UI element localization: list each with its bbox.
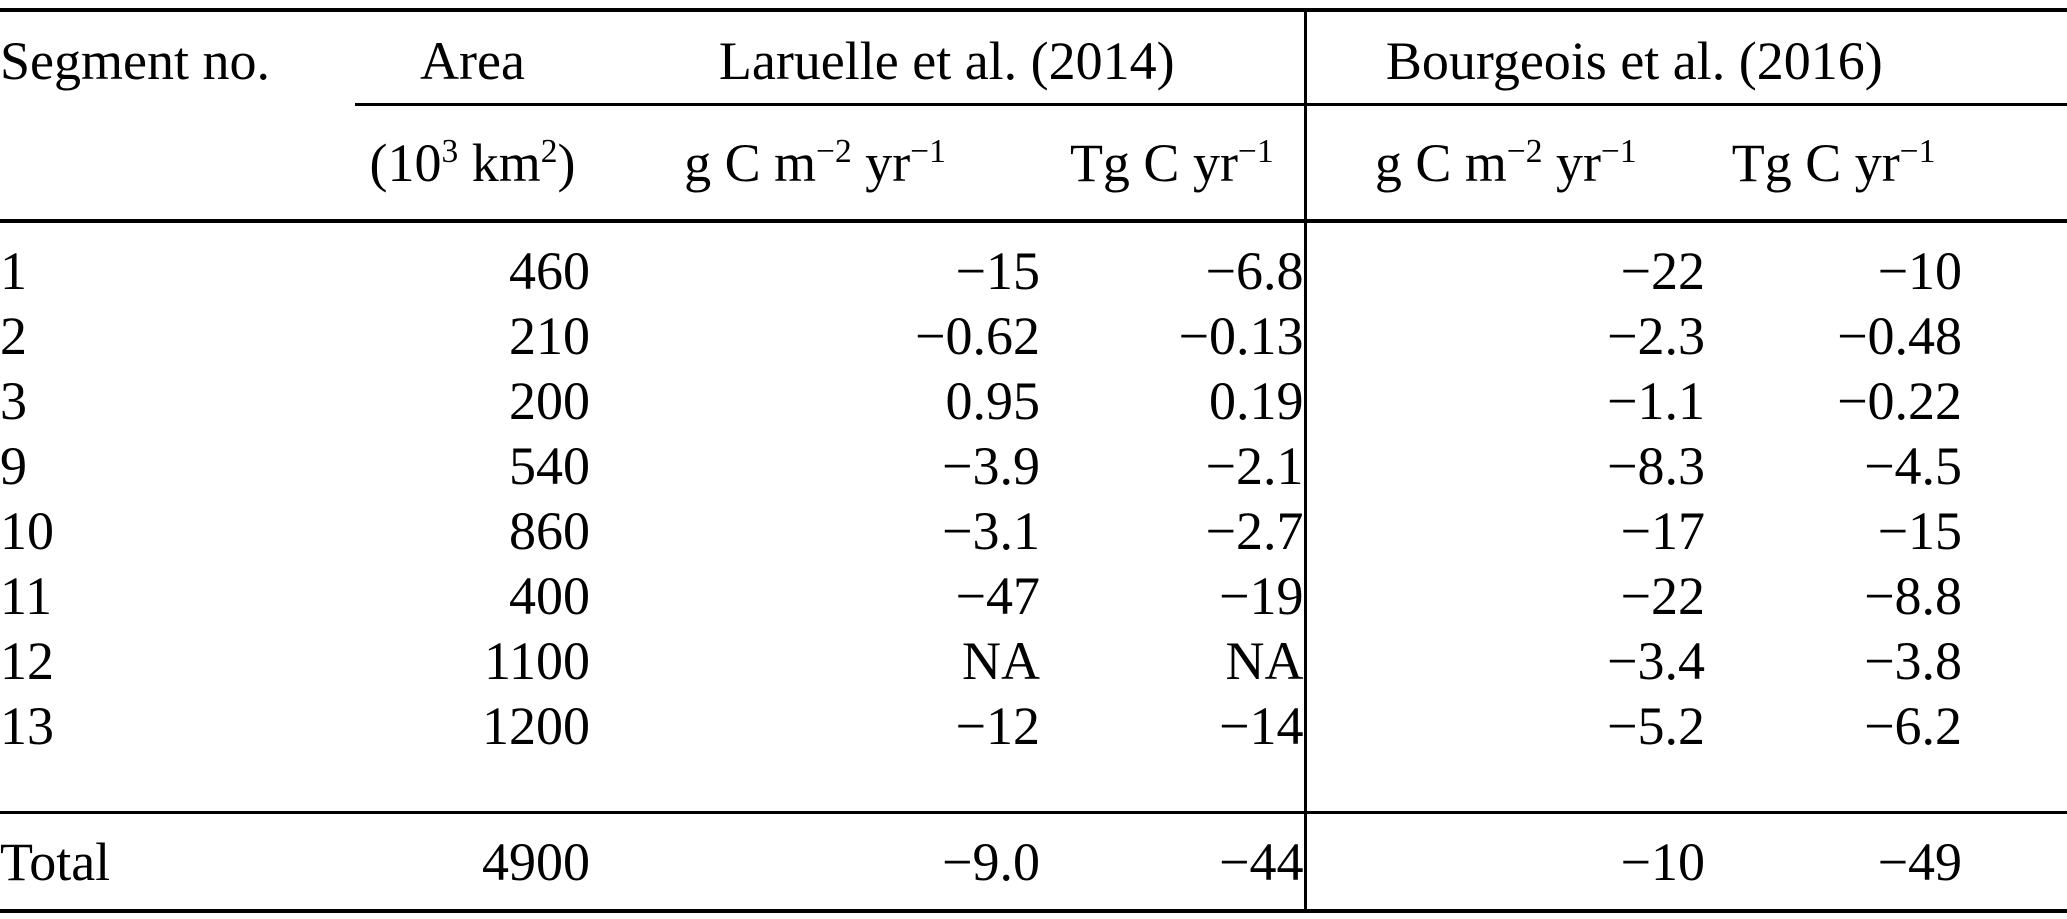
cell-bourgeois-gc: −22 <box>1303 564 1706 629</box>
header-group-laruelle: Laruelle et al. (2014) <box>590 10 1306 106</box>
cell-laruelle-tg: −6.8 <box>1205 241 1304 301</box>
cell-segment: 12 <box>0 631 54 691</box>
cell-laruelle-tg: −2.1 <box>1205 436 1304 496</box>
header-spacer <box>1962 10 2067 106</box>
total-bourgeois-gc: −10 <box>1303 811 1706 911</box>
units-bourgeois-gc: g C m−2 yr−1 <box>1303 104 1706 223</box>
units-spacer <box>1962 104 2067 223</box>
cell-spacer <box>1962 564 2067 629</box>
cell-laruelle-gc: 0.95 <box>945 371 1041 431</box>
cell-laruelle-tg: −14 <box>1219 696 1304 756</box>
table-row: 3 200 0.95 0.19 −1.1 −0.22 <box>0 369 2067 434</box>
cell-bourgeois-tg: −8.8 <box>1864 566 1963 626</box>
total-laruelle-gc: −9.0 <box>590 811 1040 911</box>
total-label: Total <box>0 811 355 911</box>
cell-bourgeois-tg: −6.2 <box>1864 696 1963 756</box>
cell-laruelle-gc: −3.9 <box>942 436 1040 496</box>
cell-bourgeois-gc: −5.2 <box>1303 694 1706 813</box>
cell-laruelle-gc: −47 <box>955 566 1040 626</box>
cell-area: 200 <box>509 371 590 431</box>
total-bourgeois-tg: −49 <box>1705 811 1963 911</box>
cell-area: 540 <box>509 436 590 496</box>
cell-laruelle-gc: −3.1 <box>942 501 1040 561</box>
cell-area: 460 <box>509 241 590 301</box>
header-row-groups: Segment no. Area Laruelle et al. (2014) … <box>0 10 2067 106</box>
cell-spacer <box>1962 811 2067 911</box>
cell-laruelle-tg: −2.7 <box>1205 501 1304 561</box>
table-row: 9 540 −3.9 −2.1 −8.3 −4.5 <box>0 434 2067 499</box>
cell-spacer <box>1962 304 2067 369</box>
cell-segment: 1 <box>0 241 27 301</box>
table-row: 11 400 −47 −19 −22 −8.8 <box>0 564 2067 629</box>
cell-bourgeois-tg: −3.8 <box>1864 631 1963 691</box>
table-row: 10 860 −3.1 −2.7 −17 −15 <box>0 499 2067 564</box>
cell-bourgeois-gc: −22 <box>1303 221 1706 304</box>
cell-spacer <box>1962 694 2067 813</box>
total-area: 4900 <box>355 811 590 911</box>
cell-segment: 3 <box>0 371 27 431</box>
cell-spacer <box>1962 499 2067 564</box>
cell-spacer <box>1962 369 2067 434</box>
cell-spacer <box>1962 221 2067 304</box>
cell-area: 1200 <box>482 696 590 756</box>
cell-bourgeois-tg: −15 <box>1877 501 1963 561</box>
cell-area: 860 <box>509 501 590 561</box>
cell-spacer <box>1962 629 2067 694</box>
cell-bourgeois-gc: −3.4 <box>1303 629 1706 694</box>
cell-bourgeois-tg: −0.22 <box>1837 371 1963 431</box>
units-area: (103 km2) <box>355 104 590 223</box>
cell-laruelle-gc: −0.62 <box>915 306 1040 366</box>
carbon-flux-table: Segment no. Area Laruelle et al. (2014) … <box>0 8 2067 913</box>
cell-area: 1100 <box>484 631 590 691</box>
total-row: Total 4900 −9.0 −44 −10 −49 <box>0 811 2067 911</box>
units-empty-cell <box>0 104 355 223</box>
cell-bourgeois-gc: −8.3 <box>1303 434 1706 499</box>
cell-bourgeois-tg: −10 <box>1877 241 1963 301</box>
cell-segment: 11 <box>0 566 52 626</box>
units-laruelle-gc: g C m−2 yr−1 <box>590 104 1040 223</box>
units-laruelle-tg: Tg C yr−1 <box>1040 104 1306 223</box>
cell-laruelle-tg: NA <box>1225 631 1304 691</box>
cell-bourgeois-gc: −1.1 <box>1303 369 1706 434</box>
cell-bourgeois-tg: −4.5 <box>1864 436 1963 496</box>
table-row: 12 1100 NA NA −3.4 −3.8 <box>0 629 2067 694</box>
cell-bourgeois-tg: −0.48 <box>1837 306 1963 366</box>
cell-laruelle-gc: −15 <box>955 241 1040 301</box>
cell-segment: 9 <box>0 436 27 496</box>
cell-segment: 10 <box>0 501 54 561</box>
cell-laruelle-tg: −19 <box>1219 566 1304 626</box>
cell-segment: 2 <box>0 306 27 366</box>
cell-bourgeois-gc: −2.3 <box>1303 304 1706 369</box>
header-group-bourgeois: Bourgeois et al. (2016) <box>1303 10 1963 106</box>
cell-laruelle-tg: 0.19 <box>1209 371 1304 431</box>
cell-laruelle-tg: −0.13 <box>1178 306 1304 366</box>
cell-area: 400 <box>509 566 590 626</box>
table-row: 13 1200 −12 −14 −5.2 −6.2 <box>0 694 2067 813</box>
header-segment-no: Segment no. <box>0 31 270 92</box>
cell-bourgeois-gc: −17 <box>1303 499 1706 564</box>
cell-laruelle-gc: −12 <box>955 696 1040 756</box>
table-row: 2 210 −0.62 −0.13 −2.3 −0.48 <box>0 304 2067 369</box>
header-area: Area <box>355 10 590 106</box>
cell-laruelle-gc: NA <box>962 631 1040 691</box>
cell-segment: 13 <box>0 696 54 756</box>
cell-area: 210 <box>509 306 590 366</box>
table-row: 1 460 −15 −6.8 −22 −10 <box>0 221 2067 304</box>
total-laruelle-tg: −44 <box>1040 811 1306 911</box>
header-row-units: (103 km2) g C m−2 yr−1 Tg C yr−1 g C m−2… <box>0 104 2067 223</box>
units-bourgeois-tg: Tg C yr−1 <box>1705 104 1963 223</box>
cell-spacer <box>1962 434 2067 499</box>
